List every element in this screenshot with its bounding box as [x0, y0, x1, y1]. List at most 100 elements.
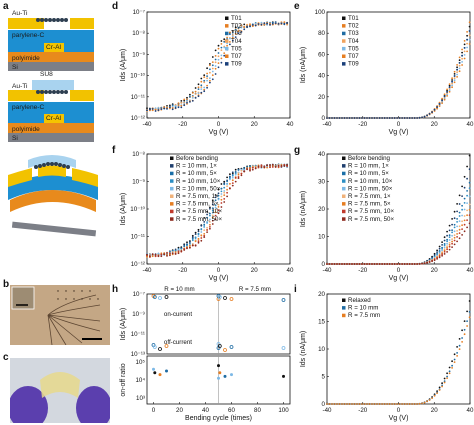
x-tick-label: 0	[397, 121, 401, 128]
data-point	[451, 83, 453, 85]
data-point	[444, 96, 446, 98]
data-point	[206, 80, 208, 82]
data-point	[209, 64, 211, 66]
data-point	[464, 54, 466, 56]
data-point	[209, 228, 211, 230]
data-point	[449, 225, 451, 227]
data-point	[466, 39, 468, 41]
on-current-point	[282, 299, 285, 302]
y-tick-label: 60	[318, 51, 325, 58]
x-tick-label: 40	[467, 121, 474, 128]
legend-entry: R = 10 mm, 5×	[348, 170, 389, 177]
data-point	[459, 225, 461, 227]
legend-entry: R = 7.5 mm, 50×	[176, 216, 222, 223]
data-point	[195, 93, 197, 95]
data-point	[206, 77, 208, 79]
data-point	[203, 74, 205, 76]
data-point	[456, 69, 458, 71]
data-point	[461, 64, 463, 66]
header-right: R = 7.5 mm	[239, 286, 271, 293]
y-tick-label: 15	[318, 319, 325, 326]
y-axis-label: Ids (A/μm)	[120, 193, 127, 225]
data-point	[232, 177, 234, 179]
data-point	[223, 41, 225, 43]
data-point	[436, 108, 438, 110]
data-point	[379, 403, 381, 405]
data-point	[389, 117, 391, 119]
ratio-point	[165, 370, 168, 373]
data-point	[446, 243, 448, 245]
data-point	[461, 215, 463, 217]
data-point	[195, 240, 197, 242]
data-point	[329, 403, 331, 405]
data-point	[469, 30, 471, 32]
data-point	[223, 47, 225, 49]
data-point	[203, 89, 205, 91]
data-point	[189, 101, 191, 103]
ratio-point	[224, 375, 227, 378]
data-point	[215, 61, 217, 63]
ratio-point	[217, 364, 220, 367]
data-point	[456, 346, 458, 348]
data-point	[444, 93, 446, 95]
data-point	[409, 117, 411, 119]
data-point	[454, 77, 456, 79]
data-point	[356, 263, 358, 265]
data-point	[346, 403, 348, 405]
data-point	[469, 168, 471, 170]
y-tick-label: 10⁴	[135, 377, 145, 384]
y-tick-label: 10⁻¹³	[131, 351, 145, 358]
data-point	[329, 117, 331, 119]
data-point	[444, 382, 446, 384]
data-point	[451, 79, 453, 81]
data-point	[223, 183, 225, 185]
x-tick-label: 100	[278, 407, 289, 414]
data-point	[451, 86, 453, 88]
data-point	[198, 231, 200, 233]
data-point	[456, 203, 458, 205]
data-point	[446, 249, 448, 251]
data-point	[459, 220, 461, 222]
data-point	[446, 239, 448, 241]
data-point	[331, 263, 333, 265]
data-point	[459, 70, 461, 72]
data-point	[339, 117, 341, 119]
y-axis-label-top: Ids (A/μm)	[120, 308, 127, 340]
legend-entry: R = 7.5 mm, 5×	[348, 201, 391, 208]
data-point	[359, 117, 361, 119]
y-tick-label: 10⁻⁹	[132, 179, 145, 186]
data-point	[203, 90, 205, 92]
legend-entry: R = 10 mm, 50×	[348, 185, 393, 192]
data-point	[399, 117, 401, 119]
data-point	[469, 195, 471, 197]
y-tick-label: 10⁻¹¹	[131, 234, 145, 241]
data-point	[466, 311, 468, 313]
legend-marker	[170, 187, 174, 191]
data-point	[200, 84, 202, 86]
off-current-point	[282, 347, 285, 350]
data-point	[364, 117, 366, 119]
data-point	[226, 185, 228, 187]
data-point	[186, 102, 188, 104]
legend-entry: T01	[348, 15, 359, 22]
legend-marker	[342, 306, 346, 310]
data-point	[223, 190, 225, 192]
data-point	[466, 210, 468, 212]
x-tick-label: 0	[152, 407, 156, 414]
data-point	[232, 185, 234, 187]
data-point	[451, 235, 453, 237]
data-point	[464, 215, 466, 217]
data-point	[386, 263, 388, 265]
data-point	[212, 68, 214, 70]
x-tick-label: 40	[467, 407, 474, 414]
data-point	[464, 224, 466, 226]
data-point	[344, 117, 346, 119]
data-point	[221, 58, 223, 60]
data-point	[223, 52, 225, 54]
data-point	[424, 262, 426, 264]
data-point	[449, 86, 451, 88]
data-point	[198, 95, 200, 97]
data-point	[371, 263, 373, 265]
data-point	[229, 173, 231, 175]
data-point	[183, 249, 185, 251]
